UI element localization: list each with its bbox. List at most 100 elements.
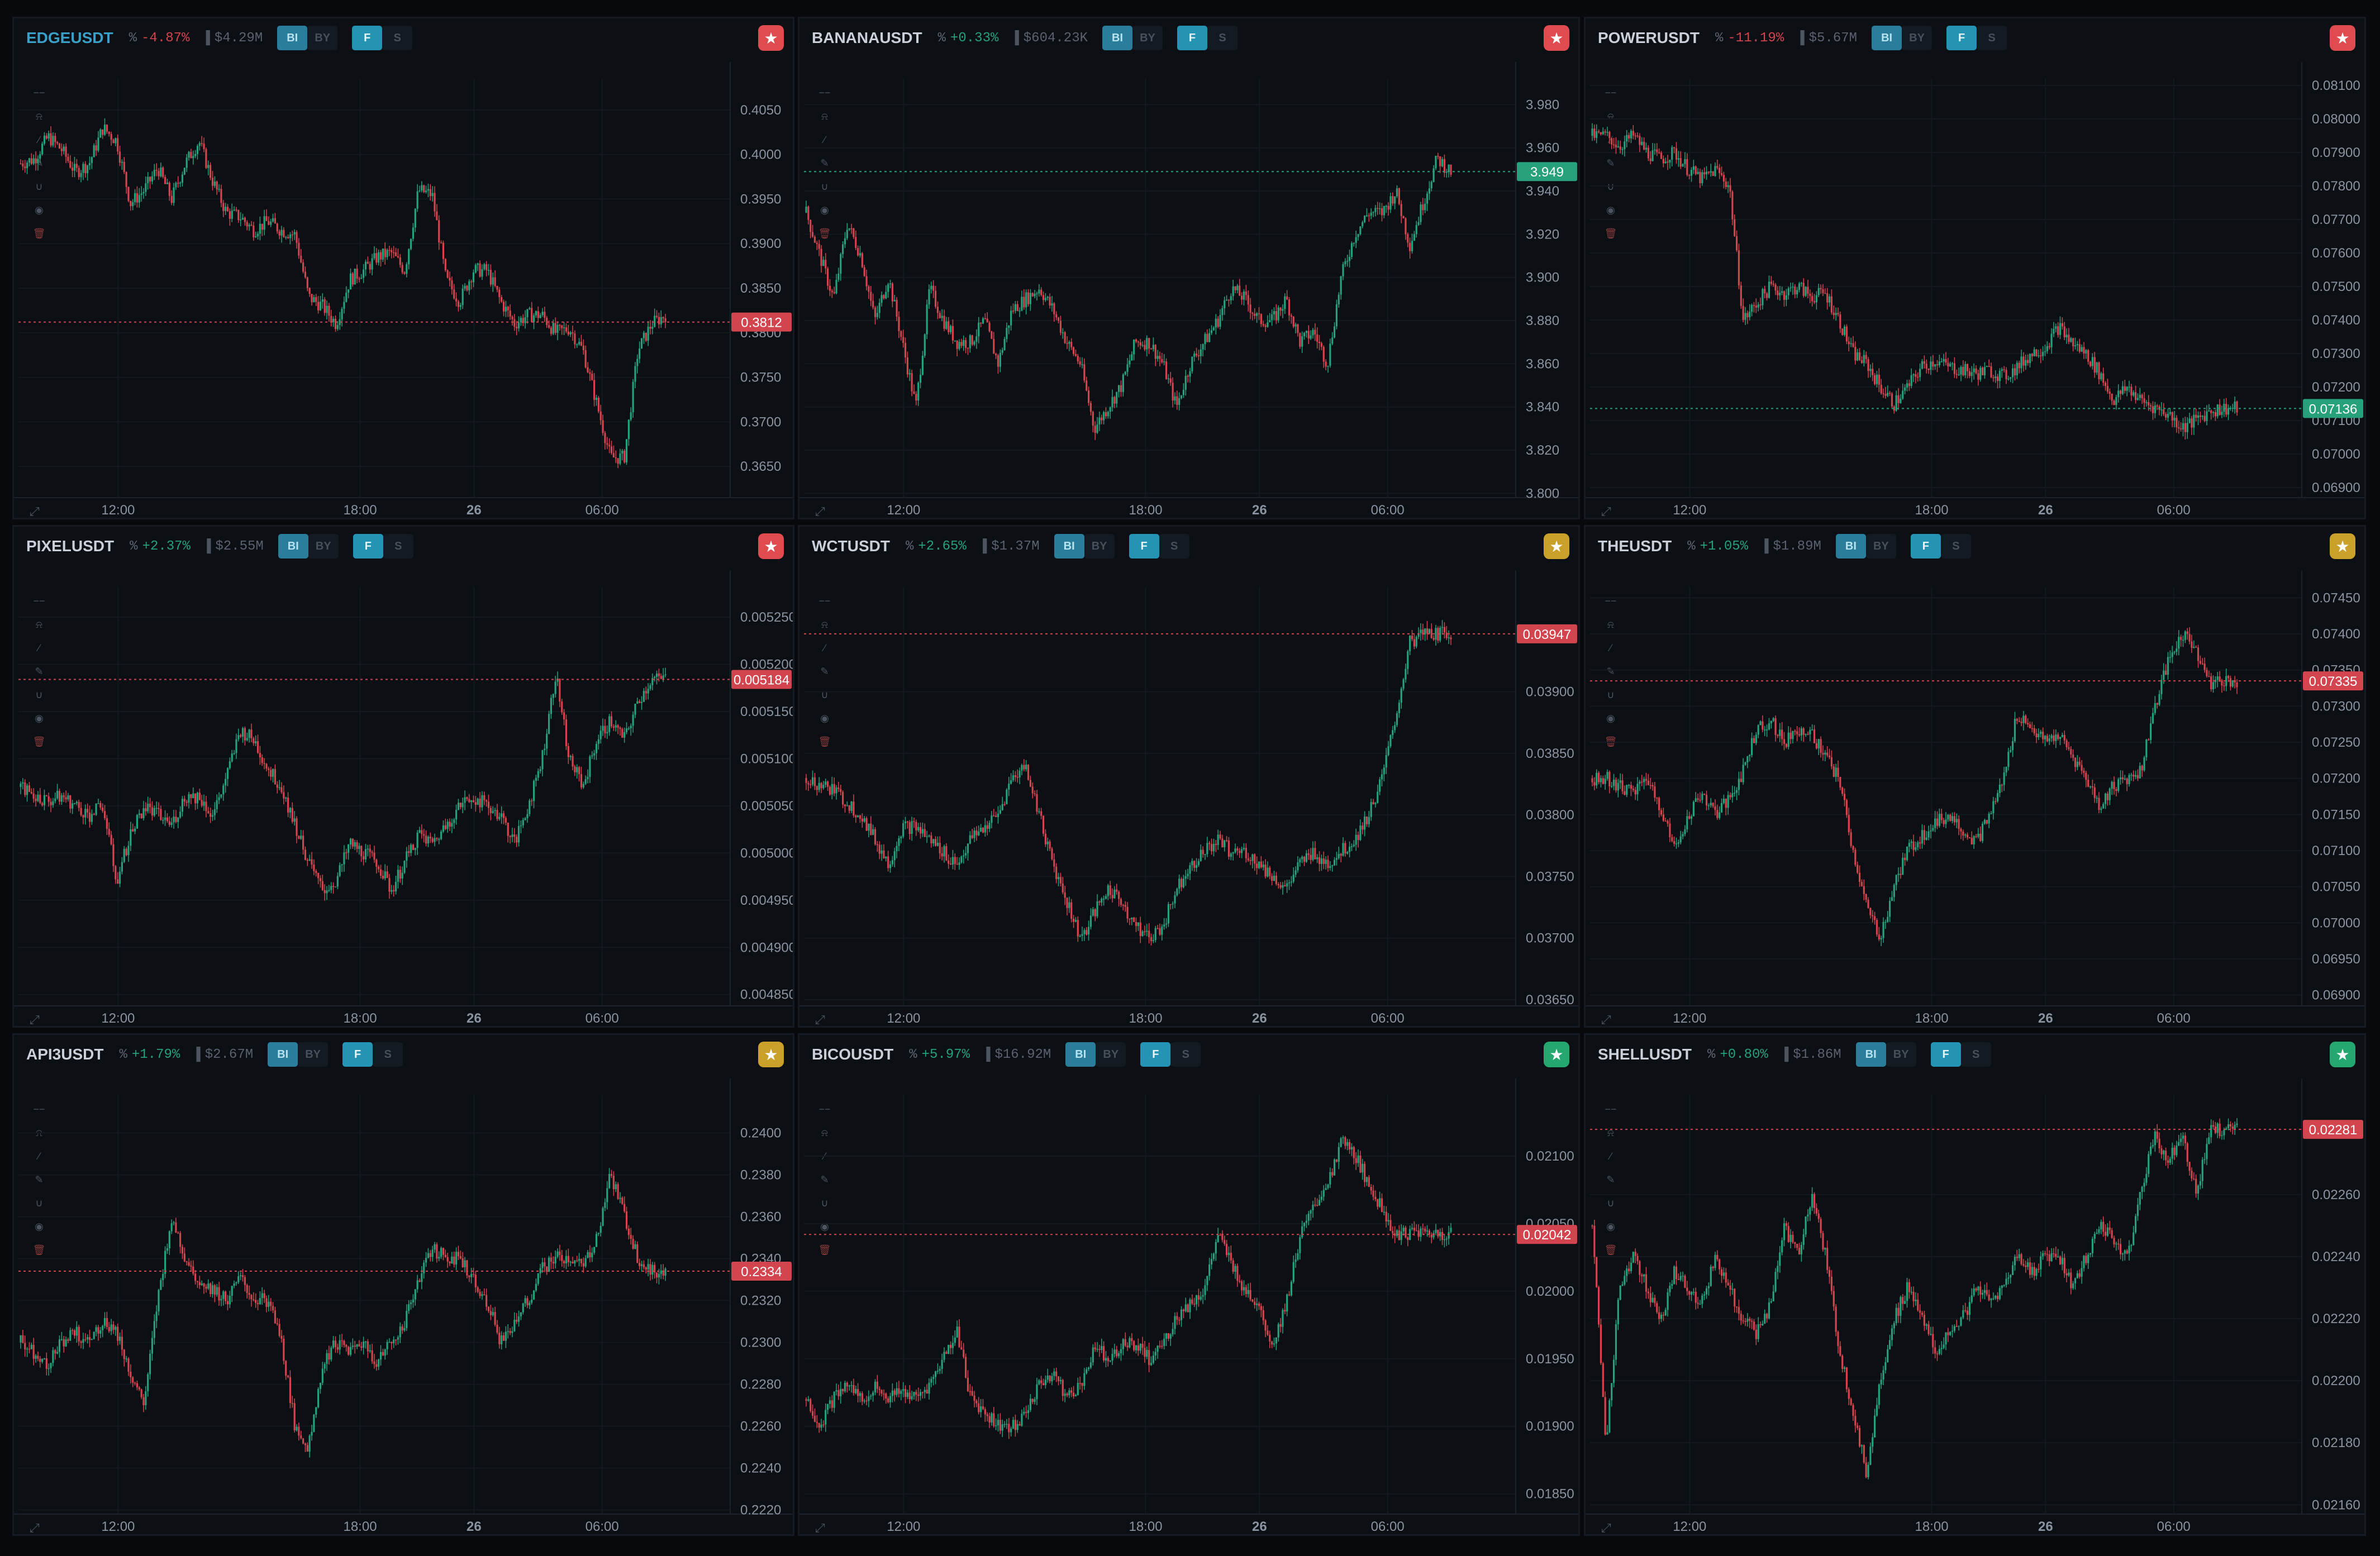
trend-line-icon[interactable]: ∕ [1610, 134, 1612, 145]
alert-bell-icon[interactable]: ⍾ [821, 619, 828, 630]
favorite-star-icon[interactable]: ★ [1544, 1042, 1569, 1067]
trend-line-icon[interactable]: ∕ [38, 642, 40, 653]
toggle-bi[interactable]: BI [1054, 534, 1084, 559]
toggle-s[interactable]: S [382, 26, 413, 50]
eye-icon[interactable]: ◉ [35, 1221, 44, 1232]
candlestick-chart[interactable]: 0.24000.23800.23600.23400.23200.23000.22… [14, 1078, 793, 1536]
more-icon[interactable]: −− [818, 87, 831, 98]
toggle-f[interactable]: F [342, 1042, 373, 1067]
toggle-bi[interactable]: BI [268, 1042, 298, 1067]
magnet-icon[interactable]: ∪ [821, 181, 829, 192]
toggle-s[interactable]: S [1159, 534, 1189, 559]
toggle-by[interactable]: BY [1096, 1042, 1126, 1067]
toggle-by[interactable]: BY [1084, 534, 1115, 559]
toggle-s[interactable]: S [1207, 26, 1237, 50]
pencil-icon[interactable]: ✎ [820, 1174, 829, 1185]
toggle-by[interactable]: BY [307, 26, 338, 50]
pencil-icon[interactable]: ✎ [1606, 157, 1615, 169]
candlestick-chart[interactable]: 0.074500.074000.073500.073000.072500.072… [1586, 570, 2364, 1028]
expand-icon[interactable]: ⤢ [815, 505, 825, 519]
trend-line-icon[interactable]: ∕ [38, 1151, 40, 1162]
more-icon[interactable]: −− [818, 1104, 831, 1115]
more-icon[interactable]: −− [33, 595, 45, 607]
symbol-label[interactable]: POWERUSDT [1598, 29, 1700, 46]
toggle-bi[interactable]: BI [277, 26, 308, 50]
chart-panel-powerusdt[interactable]: POWERUSDT%-11.19%▐$5.67MBIBYFS★−−⍾∕✎∪◉🗑0… [1584, 17, 2366, 519]
symbol-label[interactable]: WCTUSDT [812, 537, 890, 555]
candlestick-chart[interactable]: 3.9803.9603.9403.9203.9003.8803.8603.840… [799, 62, 1578, 520]
expand-icon[interactable]: ⤢ [30, 505, 40, 519]
alert-bell-icon[interactable]: ⍾ [1607, 619, 1614, 630]
trash-icon[interactable]: 🗑 [1604, 736, 1617, 747]
toggle-by[interactable]: BY [308, 534, 339, 559]
alert-bell-icon[interactable]: ⍾ [36, 619, 42, 630]
alert-bell-icon[interactable]: ⍾ [1607, 111, 1614, 122]
candlestick-chart[interactable]: 0.039000.038500.038000.037500.037000.036… [799, 570, 1578, 1028]
toggle-s[interactable]: S [1977, 26, 2007, 50]
trash-icon[interactable]: 🗑 [818, 736, 831, 747]
trend-line-icon[interactable]: ∕ [824, 642, 826, 653]
expand-icon[interactable]: ⤢ [1601, 505, 1611, 519]
toggle-f[interactable]: F [353, 534, 383, 559]
eye-icon[interactable]: ◉ [35, 713, 44, 724]
more-icon[interactable]: −− [33, 1104, 45, 1115]
magnet-icon[interactable]: ∪ [35, 181, 43, 192]
magnet-icon[interactable]: ∪ [35, 689, 43, 700]
toggle-bi[interactable]: BI [278, 534, 308, 559]
pencil-icon[interactable]: ✎ [820, 666, 829, 677]
eye-icon[interactable]: ◉ [1606, 204, 1615, 216]
favorite-star-icon[interactable]: ★ [2330, 533, 2355, 559]
more-icon[interactable]: −− [1605, 87, 1617, 98]
more-icon[interactable]: −− [33, 87, 45, 98]
favorite-star-icon[interactable]: ★ [1544, 25, 1569, 51]
favorite-star-icon[interactable]: ★ [1544, 533, 1569, 559]
eye-icon[interactable]: ◉ [1606, 713, 1615, 724]
chart-panel-edgeusdt[interactable]: EDGEUSDT% -4.87% ▐ $4.29M BI BY F S ★ −− ⍾ ∕ ✎ ∪ ◉ 🗑 0.4… [12, 17, 794, 519]
toggle-by[interactable]: BY [1865, 534, 1896, 559]
toggle-bi[interactable]: BI [1102, 26, 1132, 50]
trash-icon[interactable]: 🗑 [1604, 228, 1617, 239]
trash-icon[interactable]: 🗑 [818, 228, 831, 239]
eye-icon[interactable]: ◉ [820, 713, 829, 724]
toggle-by[interactable]: BY [1902, 26, 1932, 50]
symbol-label[interactable]: EDGEUSDT [26, 29, 113, 46]
expand-icon[interactable]: ⤢ [30, 1521, 40, 1535]
chart-panel-bicousdt[interactable]: BICOUSDT%+5.97%▐$16.92MBIBYFS★−−⍾∕✎∪◉🗑0.… [798, 1033, 1580, 1536]
magnet-icon[interactable]: ∪ [35, 1197, 43, 1209]
favorite-star-icon[interactable]: ★ [758, 1042, 784, 1067]
more-icon[interactable]: −− [818, 595, 831, 607]
trend-line-icon[interactable]: ∕ [824, 134, 826, 145]
toggle-by[interactable]: BY [298, 1042, 329, 1067]
candlestick-chart[interactable]: 0.40500.40000.39500.39000.38500.38000.37… [14, 62, 793, 520]
eye-icon[interactable]: ◉ [820, 204, 829, 216]
toggle-f[interactable]: F [1140, 1042, 1171, 1067]
pencil-icon[interactable]: ✎ [35, 1174, 44, 1185]
alert-bell-icon[interactable]: ⍾ [36, 111, 42, 122]
chart-panel-wctusdt[interactable]: WCTUSDT% +2.65% ▐ $1.37M BI BY F S ★ −− ⍾ ∕ ✎ ∪ ◉ 🗑 0.03… [798, 525, 1580, 1028]
toggle-f[interactable]: F [352, 26, 383, 50]
chart-panel-pixelusdt[interactable]: PIXELUSDT% +2.37% ▐ $2.55M BI BY F S ★ −− ⍾ ∕ ✎ ∪ ◉ 🗑 0.… [12, 525, 794, 1028]
trend-line-icon[interactable]: ∕ [38, 134, 40, 145]
symbol-label[interactable]: BICOUSDT [812, 1046, 894, 1063]
chart-panel-bananausdt[interactable]: BANANAUSDT% +0.33% ▐ $604.23K BI BY F S ★ −− ⍾ ∕ ✎ ∪ ◉… [798, 17, 1580, 519]
pencil-icon[interactable]: ✎ [820, 157, 829, 169]
trash-icon[interactable]: 🗑 [818, 1244, 831, 1256]
magnet-icon[interactable]: ∪ [1607, 689, 1615, 700]
magnet-icon[interactable]: ∪ [821, 1197, 829, 1209]
candlestick-chart[interactable]: 0.021000.020500.020000.019500.019000.018… [799, 1078, 1578, 1536]
toggle-s[interactable]: S [1170, 1042, 1201, 1067]
candlestick-chart[interactable]: 0.0052500.0052000.0051500.0051000.005050… [14, 570, 793, 1028]
chart-panel-api3usdt[interactable]: API3USDT%+1.79%▐$2.67MBIBYFS★−−⍾∕✎∪◉🗑0.2… [12, 1033, 794, 1536]
symbol-label[interactable]: PIXELUSDT [26, 537, 115, 555]
toggle-by[interactable]: BY [1132, 26, 1163, 50]
toggle-s[interactable]: S [373, 1042, 403, 1067]
pencil-icon[interactable]: ✎ [35, 157, 44, 169]
toggle-s[interactable]: S [1940, 534, 1971, 559]
toggle-f[interactable]: F [1177, 26, 1207, 50]
symbol-label[interactable]: BANANAUSDT [812, 29, 922, 46]
toggle-bi[interactable]: BI [1065, 1042, 1096, 1067]
toggle-s[interactable]: S [383, 534, 413, 559]
favorite-star-icon[interactable]: ★ [758, 533, 784, 559]
expand-icon[interactable]: ⤢ [815, 1013, 825, 1027]
expand-icon[interactable]: ⤢ [30, 1013, 40, 1027]
